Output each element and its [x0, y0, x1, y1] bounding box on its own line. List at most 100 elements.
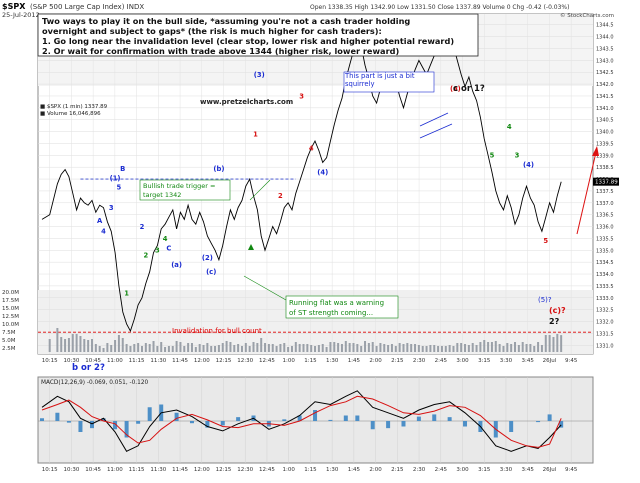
c-question-label: (c)?	[549, 306, 566, 315]
volume-tick-label: 12.5M	[2, 314, 19, 320]
flat-note-2: of ST strength coming...	[289, 309, 373, 317]
wave-label: (3)	[254, 71, 265, 79]
volume-bar	[498, 344, 501, 352]
macd-hist-bar	[189, 421, 194, 424]
x-tick-label-macd: 3:45	[522, 467, 535, 473]
y-tick-label: 1336.0	[596, 225, 614, 231]
volume-bar	[175, 341, 178, 352]
wave-label: (4)	[317, 168, 328, 176]
y-tick-label: 1336.5	[596, 213, 614, 219]
x-tick-label-macd: 10:30	[63, 467, 79, 473]
volume-bar	[167, 346, 170, 352]
macd-hist-bar	[370, 421, 375, 430]
macd-hist-bar	[447, 417, 452, 421]
x-tick-label-macd: 9:45	[565, 467, 578, 473]
volume-bar	[121, 338, 124, 352]
volume-bar	[440, 346, 443, 352]
x-tick-label-macd: 12:15	[216, 467, 232, 473]
five-question-label: (5)?	[538, 296, 552, 304]
volume-bar	[79, 336, 82, 352]
last-price-label: 1337.89	[595, 180, 618, 186]
volume-bar	[279, 344, 282, 352]
macd-hist-bar	[113, 421, 118, 430]
volume-bar	[183, 346, 186, 352]
volume-bar	[75, 334, 78, 352]
volume-bar	[298, 344, 301, 352]
wave-label: C	[166, 244, 171, 252]
volume-bar	[529, 344, 532, 352]
x-tick-label: 26Jul	[543, 358, 557, 364]
callout-line-3: 1. Go long near the invalidation level (…	[42, 36, 454, 46]
x-tick-label: 12:00	[194, 358, 210, 364]
volume-bar	[548, 335, 551, 352]
volume-bar	[383, 344, 386, 352]
squirrely-note: This part is just a bit squirrely	[345, 72, 415, 88]
volume-bar	[225, 341, 228, 352]
volume-bar	[402, 344, 405, 352]
y-tick-label: 1334.5	[596, 260, 614, 266]
volume-bar	[398, 343, 401, 352]
volume-bar	[156, 346, 159, 352]
volume-bar	[233, 345, 236, 352]
volume-bar	[144, 343, 147, 352]
flat-box	[285, 295, 399, 319]
y-tick-label: 1333.0	[596, 296, 614, 302]
volume-bar	[506, 343, 509, 352]
volume-bar	[194, 347, 197, 352]
volume-bar	[452, 346, 455, 352]
y-tick-label: 1335.5	[596, 236, 614, 242]
macd-hist-bar	[220, 421, 225, 426]
axis-ticks: 1331.01331.51332.01332.51333.01333.51334…	[2, 23, 614, 473]
volume-bar	[367, 343, 370, 352]
x-tick-label: 10:30	[63, 358, 79, 364]
x-tick-label: 10:45	[85, 358, 101, 364]
x-tick-label: 11:30	[150, 358, 166, 364]
x-tick-label: 1:45	[348, 358, 361, 364]
volume-bar	[487, 342, 490, 352]
volume-bar	[198, 344, 201, 352]
macd-hist-bar	[236, 417, 241, 421]
macd-hist-bar	[559, 421, 564, 428]
y-tick-label: 1340.5	[596, 118, 614, 124]
c-or-1-label: c or 1?	[453, 84, 485, 94]
volume-bar	[179, 342, 182, 352]
volume-bar	[556, 334, 559, 352]
wave-label: 1	[253, 130, 258, 138]
macd-hist-bar	[297, 415, 302, 421]
volume-bar	[437, 346, 440, 352]
volume-bar	[348, 343, 351, 352]
x-tick-label: 1:00	[283, 358, 296, 364]
volume-tick-label: 10.0M	[2, 322, 19, 328]
x-tick-label: 11:15	[129, 358, 145, 364]
wave-label: 4	[163, 235, 168, 243]
volume-bar	[67, 338, 70, 352]
volume-bars	[48, 328, 563, 352]
volume-bar	[94, 344, 97, 352]
volume-bar	[460, 343, 463, 352]
volume-bar	[306, 344, 309, 352]
wave-label: (4)	[523, 161, 534, 169]
last-price-box	[593, 177, 619, 186]
x-tick-label-macd: 12:30	[237, 467, 253, 473]
x-tick-label-macd: 1:45	[348, 467, 361, 473]
volume-bar	[467, 345, 470, 352]
x-tick-label-macd: 12:45	[259, 467, 275, 473]
volume-bar	[448, 345, 451, 352]
volume-bar	[171, 346, 174, 352]
x-tick-label-macd: 11:30	[150, 467, 166, 473]
volume-bar	[540, 345, 543, 352]
wave-label: 3	[299, 92, 304, 100]
y-tick-label: 1332.5	[596, 308, 614, 314]
chart-date: 25-Jul-2012	[2, 11, 40, 19]
volume-bar	[164, 347, 167, 352]
price-line	[41, 37, 562, 333]
macd-hist-bar	[509, 421, 514, 432]
y-tick-label: 1342.0	[596, 82, 614, 88]
flat-note-1: Running flat was a warning	[289, 299, 384, 307]
y-tick-label: 1335.0	[596, 248, 614, 254]
volume-bar	[433, 345, 436, 352]
y-tick-label: 1341.0	[596, 106, 614, 112]
macd-hist-bar	[40, 418, 44, 421]
volume-bar	[210, 346, 213, 352]
